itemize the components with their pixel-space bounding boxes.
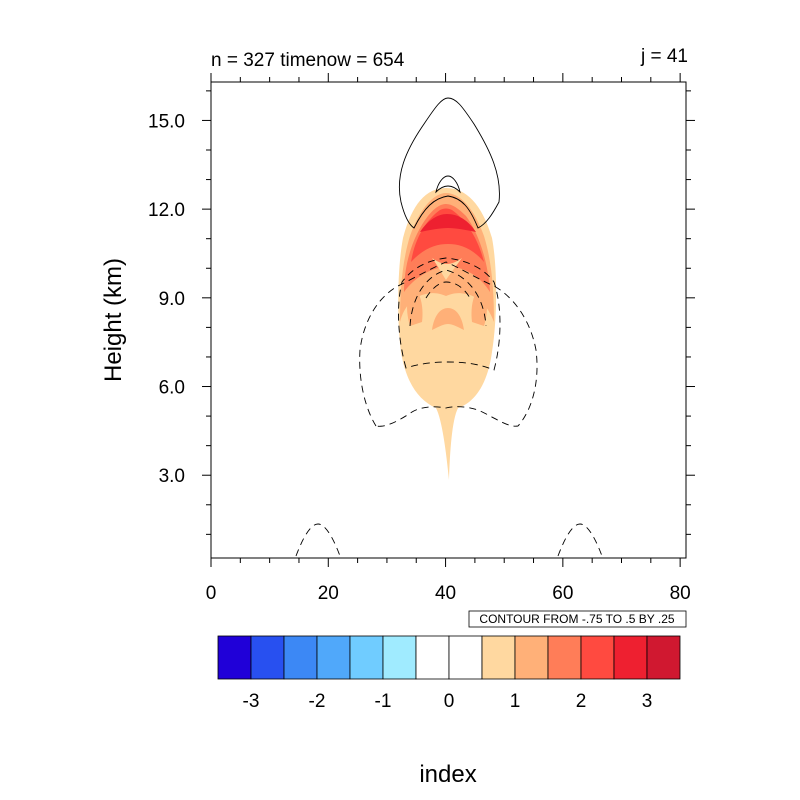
label-bar-label: 0 <box>444 691 455 712</box>
dashed-contour-bump-right <box>557 523 603 557</box>
dashed-contour-inner <box>398 257 501 371</box>
axis-ticks <box>202 73 695 567</box>
dashed-contour-outer <box>359 261 538 427</box>
label-bar-box <box>481 635 516 680</box>
x-axis-title: index <box>419 761 476 788</box>
label-bar-label: 2 <box>576 691 587 712</box>
title-left: n = 327 timenow = 654 <box>211 50 405 71</box>
fill-inner-cup <box>432 308 464 330</box>
y-tick-label: 12.0 <box>148 200 185 221</box>
label-bar-box <box>415 635 450 680</box>
fill-level-5 <box>420 214 476 232</box>
label-bar-box <box>613 635 648 680</box>
dashed-contour-bump-left <box>295 523 341 557</box>
solid-contour-inner <box>435 175 461 194</box>
x-tick-label: 0 <box>206 583 217 604</box>
color-label-bar <box>217 635 681 680</box>
label-bar-box <box>448 635 483 680</box>
x-tick-labels: 0 20 40 60 80 <box>206 583 691 604</box>
x-tick-label: 40 <box>435 583 456 604</box>
contour-info-box <box>468 610 687 628</box>
line-contours <box>295 97 603 557</box>
label-bar-label: -3 <box>243 691 260 712</box>
x-tick-label: 80 <box>670 583 691 604</box>
fill-pale-wedge <box>432 258 462 280</box>
label-bar-label: 1 <box>510 691 521 712</box>
dashed-contour-core <box>409 269 487 327</box>
y-tick-label: 3.0 <box>159 466 185 487</box>
color-label-bar-labels: -3 -2 -1 0 1 2 3 <box>243 691 653 712</box>
label-bar-label: 3 <box>642 691 653 712</box>
label-bar-box <box>349 635 384 680</box>
x-tick-label: 20 <box>318 583 339 604</box>
label-bar-label: -1 <box>375 691 392 712</box>
y-tick-labels: 3.0 6.0 9.0 12.0 15.0 <box>148 111 185 487</box>
y-axis-title: Height (km) <box>100 258 127 382</box>
label-bar-box <box>316 635 351 680</box>
label-bar-box <box>514 635 549 680</box>
contour-info-text: CONTOUR FROM -.75 TO .5 BY .25 <box>479 612 674 626</box>
label-bar-label: -2 <box>309 691 326 712</box>
label-bar-box <box>217 635 252 680</box>
y-tick-label: 9.0 <box>159 289 185 310</box>
plot-frame <box>210 81 687 559</box>
label-bar-box <box>250 635 285 680</box>
fill-lobe-right <box>471 288 487 326</box>
y-tick-label: 6.0 <box>159 378 185 399</box>
label-bar-box <box>547 635 582 680</box>
x-tick-label: 60 <box>552 583 573 604</box>
dashed-contour-cup <box>425 281 471 299</box>
fill-lobe-left <box>407 288 423 326</box>
title-right: j = 41 <box>640 46 688 67</box>
solid-contour-outer <box>398 97 500 229</box>
label-bar-box <box>580 635 615 680</box>
label-bar-box <box>646 635 681 680</box>
filled-contours <box>398 188 497 480</box>
label-bar-box <box>283 635 318 680</box>
label-bar-box <box>382 635 417 680</box>
y-tick-label: 15.0 <box>148 111 185 132</box>
